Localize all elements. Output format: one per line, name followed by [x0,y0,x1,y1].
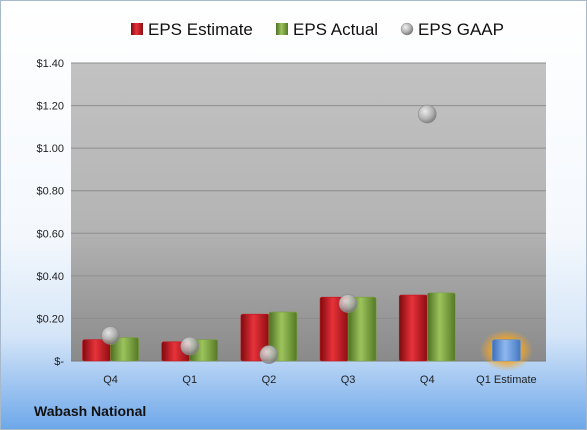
x-axis: Q4 Q1 Q2 Q3 Q4 Q1 Estimate [103,374,536,386]
eps-estimate-forecast-bar [492,339,521,362]
x-tick-label: Q3 [341,374,356,386]
eps-actual-bar [347,296,377,362]
x-tick-label: Q1 [182,374,197,386]
y-tick-label: $0.60 [36,228,64,240]
eps-gaap-bubble [180,336,200,356]
legend-marker [131,23,143,35]
x-tick-label: Q4 [103,374,118,386]
eps-gaap-bubble [417,104,437,124]
eps-gaap-bubble [259,345,279,364]
y-tick-label: $1.20 [36,101,64,113]
plot-area [71,63,546,361]
eps-actual-bar [110,337,139,362]
eps-estimate-bar [398,294,428,362]
x-tick-label: Q1 Estimate [476,374,537,386]
eps-gaap-bubble [101,326,120,345]
y-tick-label: $0.20 [36,313,64,325]
gridlines [71,62,546,362]
y-tick-label: $0.80 [36,186,64,198]
y-tick-label: $0.40 [36,271,64,283]
legend-marker [276,23,288,35]
y-tick-label: $1.00 [36,143,64,155]
y-axis: $- $0.20 $0.40 $0.60 $0.80 $1.00 $1.20 $1.40 [36,58,64,368]
eps-actual-bar [426,292,456,362]
y-tick-label: $- [54,356,64,368]
legend-label: EPS Actual [293,20,378,39]
gaap-bubbles [101,104,437,364]
x-tick-label: Q2 [262,374,277,386]
legend-label: EPS GAAP [418,20,504,39]
legend-gaap-marker [400,22,414,36]
eps-chart: EPS Estimate EPS Actual EPS GAAP $- $0.20 $0… [36,20,546,386]
company-name: Wabash National [34,403,147,419]
legend: EPS Estimate EPS Actual EPS GAAP [131,20,504,39]
y-tick-label: $1.40 [36,58,64,70]
eps-gaap-bubble [338,294,358,313]
x-tick-label: Q4 [420,374,435,386]
legend-label: EPS Estimate [148,20,253,39]
